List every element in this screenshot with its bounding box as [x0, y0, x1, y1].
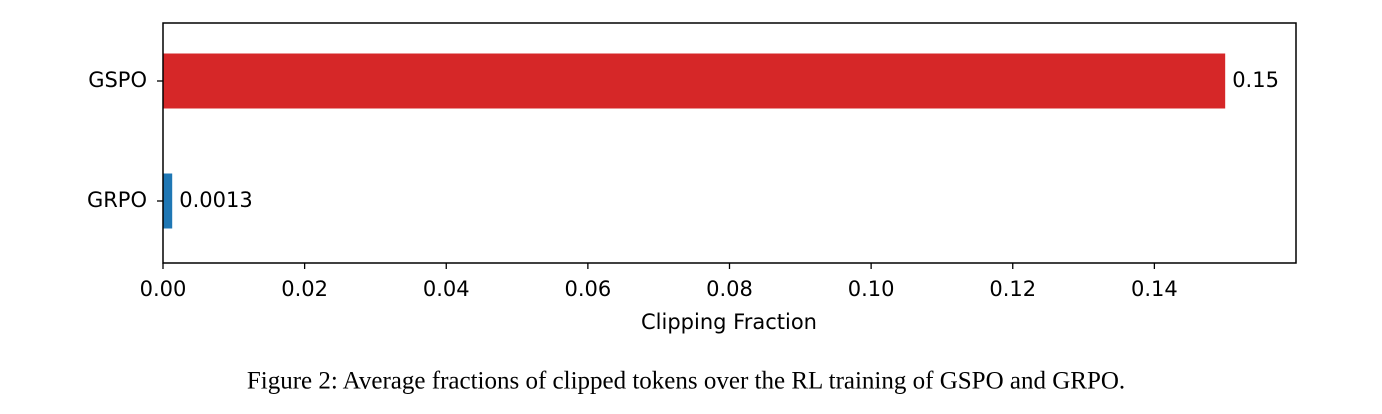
y-tick-label: GRPO	[87, 188, 147, 212]
value-label: 0.0013	[179, 188, 252, 212]
plot-frame	[162, 22, 1297, 264]
caption: Figure 2: Average fractions of clipped t…	[247, 368, 1125, 395]
x-tick-label: 0.04	[423, 277, 470, 301]
x-tick-label: 0.06	[564, 277, 611, 301]
x-tick-label: 0.02	[281, 277, 328, 301]
x-axis-label: Clipping Fraction	[641, 310, 817, 334]
value-label: 0.15	[1232, 68, 1279, 92]
x-tick-label: 0.10	[848, 277, 895, 301]
bar	[163, 53, 1226, 109]
x-tick-label: 0.00	[140, 277, 187, 301]
x-tick-label: 0.08	[706, 277, 753, 301]
x-tick-label: 0.12	[989, 277, 1036, 301]
y-tick-label: GSPO	[88, 68, 147, 92]
x-tick-label: 0.14	[1131, 277, 1178, 301]
bar	[163, 173, 173, 229]
